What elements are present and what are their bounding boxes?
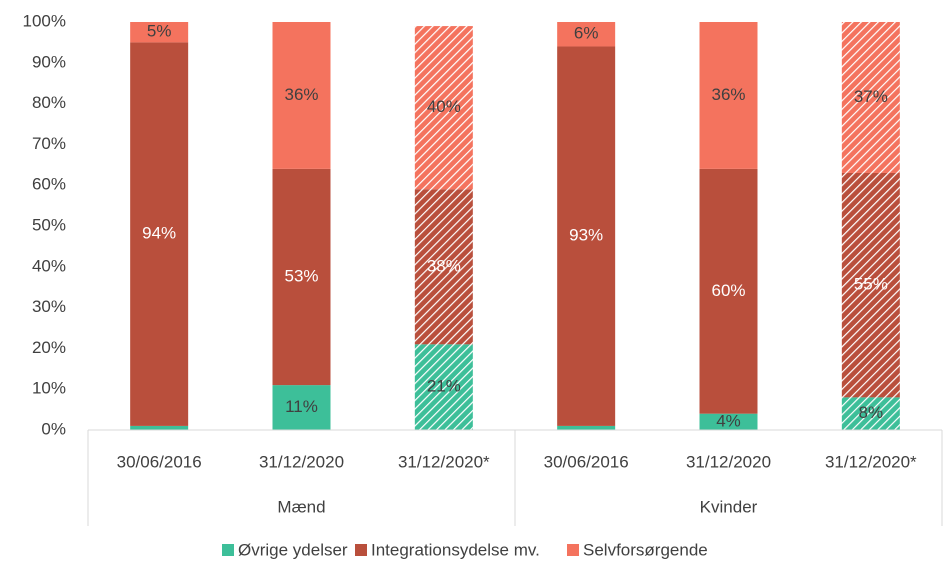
group-label: Kvinder	[700, 497, 758, 516]
x-tick-label: 31/12/2020	[259, 452, 344, 471]
bar-segment	[557, 22, 616, 47]
bar-segment	[699, 413, 758, 430]
group-label: Mænd	[277, 497, 325, 516]
bar-segment	[841, 172, 900, 398]
x-tick-label: 31/12/2020*	[398, 452, 490, 471]
bar-segment	[272, 168, 331, 386]
bar-segment	[130, 425, 189, 430]
y-tick-label: 40%	[32, 256, 66, 275]
data-label: 21%	[427, 377, 461, 396]
data-label: 37%	[854, 87, 888, 106]
bar-segment	[841, 22, 900, 173]
data-label: 11%	[285, 397, 318, 416]
data-label: 53%	[284, 266, 318, 285]
data-label: 4%	[716, 411, 741, 430]
x-tick-label: 30/06/2016	[544, 452, 629, 471]
y-tick-label: 0%	[41, 419, 66, 438]
legend-label: Integrationsydelse mv.	[371, 540, 540, 559]
data-label: 5%	[147, 22, 172, 41]
bar-segment	[414, 26, 473, 190]
x-tick-label: 30/06/2016	[117, 452, 202, 471]
y-tick-label: 20%	[32, 338, 66, 357]
bar-segment	[699, 168, 758, 414]
data-label: 94%	[142, 224, 176, 243]
y-tick-label: 10%	[32, 379, 66, 398]
data-label: 93%	[569, 226, 603, 245]
bar-segment	[130, 42, 189, 426]
bar-segment	[699, 22, 758, 169]
legend-swatch	[355, 544, 367, 556]
legend-swatch	[567, 544, 579, 556]
legend-swatch	[222, 544, 234, 556]
bar-segment	[414, 344, 473, 430]
data-label: 8%	[859, 403, 884, 422]
x-tick-label: 31/12/2020*	[825, 452, 917, 471]
y-tick-label: 80%	[32, 93, 66, 112]
bar-segment	[557, 46, 616, 426]
data-label: 36%	[284, 85, 318, 104]
bar-segment	[841, 397, 900, 430]
legend-label: Selvforsørgende	[583, 540, 708, 559]
data-label: 6%	[574, 24, 599, 43]
bar-segment	[272, 385, 331, 430]
bar-segment	[414, 189, 473, 345]
data-label: 36%	[711, 85, 745, 104]
bar-segment	[272, 22, 331, 169]
y-tick-label: 50%	[32, 215, 66, 234]
bar-segment	[130, 22, 189, 43]
y-tick-label: 70%	[32, 134, 66, 153]
y-tick-label: 60%	[32, 175, 66, 194]
y-tick-label: 100%	[23, 11, 66, 30]
data-label: 60%	[711, 281, 745, 300]
x-tick-label: 31/12/2020	[686, 452, 771, 471]
y-tick-label: 90%	[32, 52, 66, 71]
y-tick-label: 30%	[32, 297, 66, 316]
legend-label: Øvrige ydelser	[238, 540, 348, 559]
data-label: 55%	[854, 275, 888, 294]
data-label: 38%	[427, 256, 461, 275]
bar-segment	[557, 425, 616, 430]
data-label: 40%	[427, 97, 461, 116]
